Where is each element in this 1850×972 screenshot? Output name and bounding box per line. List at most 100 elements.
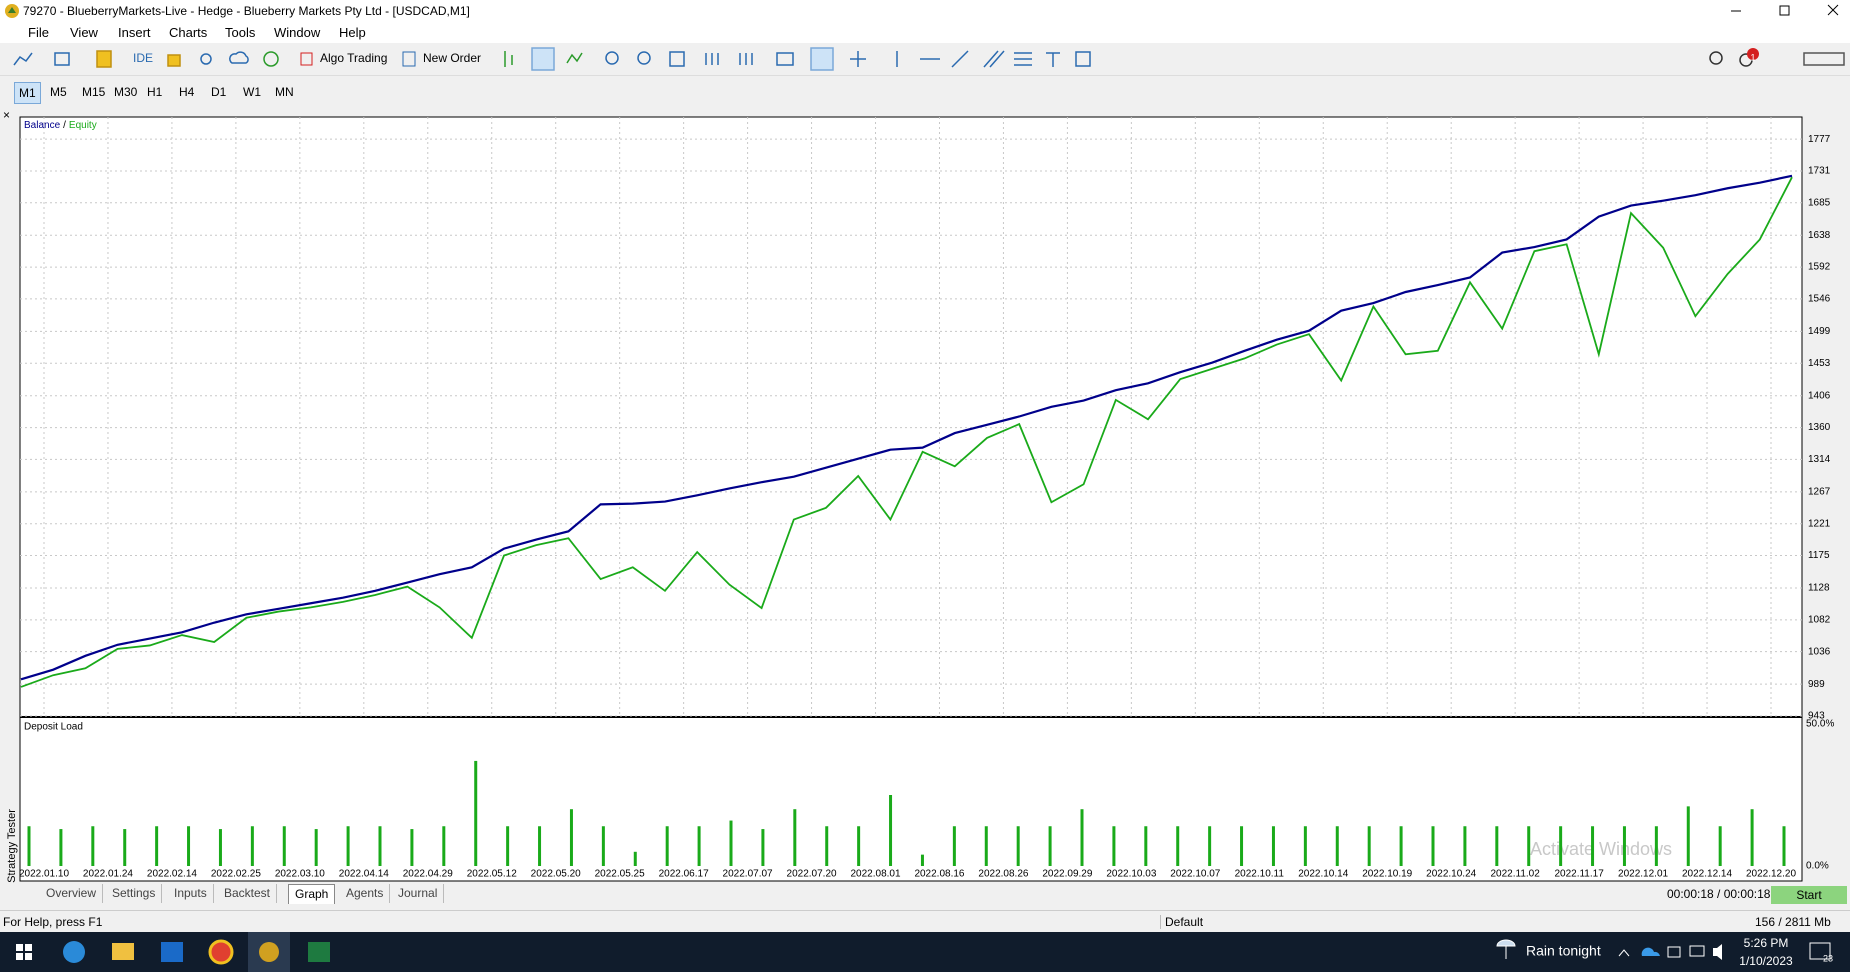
zoom-out-button[interactable] [637, 51, 651, 65]
timeframe-button[interactable]: MN [275, 85, 294, 99]
lock-button[interactable] [167, 54, 181, 67]
tab[interactable]: Settings [106, 884, 163, 903]
new-chart-button[interactable] [13, 52, 33, 66]
excel-icon[interactable] [308, 942, 330, 962]
x-tick-label: 2022.07.07 [723, 869, 773, 880]
timeframe-button[interactable]: W1 [243, 85, 261, 99]
menu-item[interactable]: Window [274, 25, 321, 40]
chrome-icon[interactable] [208, 939, 234, 965]
x-tick-label: 2022.05.12 [467, 869, 517, 880]
profiles-button[interactable] [54, 52, 70, 66]
algo-trading-button[interactable]: Algo Trading [320, 51, 387, 65]
timeframe-button[interactable]: M5 [50, 85, 67, 99]
clock-date[interactable]: 1/10/2023 [1739, 954, 1793, 968]
candles-button[interactable] [531, 47, 555, 71]
shift-button[interactable] [739, 53, 753, 65]
bar [1431, 826, 1435, 866]
close-button[interactable]: × [3, 108, 11, 122]
market-button[interactable] [96, 50, 112, 68]
onedrive-icon[interactable] [1641, 947, 1660, 956]
bar [1750, 809, 1754, 866]
y-tick-label: 1499 [1808, 326, 1831, 337]
tab[interactable]: Journal [392, 884, 445, 903]
bar [1654, 826, 1658, 866]
tray-chevron[interactable] [1618, 949, 1630, 957]
y-tick-label: 1685 [1808, 197, 1831, 208]
network-icon[interactable] [1689, 945, 1705, 957]
line-chart-button[interactable] [566, 52, 583, 64]
cursor-button[interactable] [810, 47, 834, 71]
tab[interactable]: Overview [40, 884, 104, 903]
menu-item[interactable]: View [70, 25, 98, 40]
start-button[interactable]: Start [1771, 886, 1847, 904]
bar [1335, 826, 1339, 866]
tab-bar: Overview Settings Inputs Backtest Graph Agent… [20, 882, 1850, 906]
bar [506, 826, 510, 866]
bar [793, 809, 797, 866]
menu-item[interactable]: Charts [169, 25, 208, 40]
y-tick-label: 50.0% [1806, 719, 1834, 730]
text-button[interactable] [1046, 52, 1060, 67]
y-tick-label: 1546 [1808, 294, 1831, 305]
grid-button[interactable] [669, 51, 685, 67]
notifications-button[interactable] [1739, 53, 1753, 67]
y-tick-label: 1777 [1808, 134, 1831, 145]
fibo-button[interactable] [1014, 52, 1032, 66]
tab[interactable]: Graph [288, 884, 336, 904]
explorer-icon[interactable] [112, 943, 134, 960]
legend-entry: Balance [24, 120, 61, 131]
timeframe-button[interactable]: H4 [179, 85, 195, 99]
bar [442, 826, 446, 866]
notification-center[interactable] [1809, 942, 1831, 960]
ide-button[interactable]: IDE [133, 51, 153, 65]
timeframe-button[interactable]: H1 [147, 85, 163, 99]
community-button[interactable] [263, 51, 279, 67]
shapes-button[interactable] [1075, 51, 1091, 67]
autoscroll-button[interactable] [705, 53, 719, 65]
new-order-button[interactable]: New Order [423, 51, 481, 65]
tab[interactable]: Agents [340, 884, 391, 903]
x-tick-label: 2022.11.02 [1490, 869, 1540, 880]
y-tick-label: 1036 [1808, 646, 1831, 657]
menu-item[interactable]: Help [339, 25, 366, 40]
bars-button[interactable] [504, 51, 513, 67]
bar [920, 854, 924, 866]
bar [729, 820, 733, 866]
bar [378, 826, 382, 866]
taskbar: Rain tonight 5:26 PM 1/10/2023 23 [0, 932, 1850, 972]
menu-item[interactable]: Insert [118, 25, 151, 40]
tab[interactable]: Backtest [218, 884, 278, 903]
window-controls[interactable] [1720, 0, 1850, 22]
weather-icon[interactable] [1496, 939, 1516, 959]
bar [155, 826, 159, 866]
channel-button[interactable] [983, 50, 1005, 68]
bar [218, 829, 222, 866]
outlook-icon[interactable] [161, 942, 183, 962]
screenshot-button[interactable] [776, 52, 794, 66]
timeframe-button[interactable]: M1 [14, 82, 41, 104]
tray-icon[interactable] [1667, 946, 1681, 958]
timeframe-button[interactable]: D1 [211, 85, 227, 99]
zoom-in-button[interactable] [605, 51, 619, 65]
crosshair-button[interactable] [850, 51, 866, 67]
vps-button[interactable] [229, 51, 249, 64]
clock-time[interactable]: 5:26 PM [1744, 936, 1789, 950]
y-tick-label: 1128 [1808, 583, 1830, 594]
menu-item[interactable]: File [28, 25, 49, 40]
start-menu[interactable] [16, 944, 32, 960]
tab[interactable]: Inputs [168, 884, 214, 903]
timeframe-button[interactable]: M15 [82, 85, 106, 99]
graph-frame [19, 116, 1803, 882]
badge-count: 1 [1750, 52, 1755, 62]
search-button[interactable] [1709, 51, 1723, 65]
menu-item[interactable]: Tools [225, 25, 256, 40]
timeframe-button[interactable]: M30 [114, 85, 138, 99]
edge-icon[interactable] [63, 941, 85, 963]
bar [538, 826, 542, 866]
volume-icon[interactable] [1713, 944, 1722, 960]
trendline-button[interactable] [951, 50, 969, 68]
x-tick-label: 2022.10.24 [1426, 869, 1476, 880]
y-tick-label: 1175 [1808, 550, 1830, 561]
signals-button[interactable] [200, 53, 212, 65]
